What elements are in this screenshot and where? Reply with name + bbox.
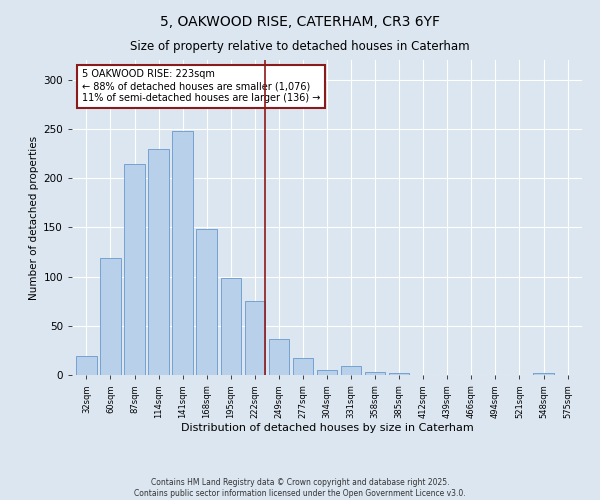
Bar xyxy=(148,148,169,375)
Text: 5, OAKWOOD RISE, CATERHAM, CR3 6YF: 5, OAKWOOD RISE, CATERHAM, CR3 6YF xyxy=(160,15,440,29)
Bar xyxy=(269,338,289,375)
Bar xyxy=(172,131,193,375)
Text: 5 OAKWOOD RISE: 223sqm
← 88% of detached houses are smaller (1,076)
11% of semi-: 5 OAKWOOD RISE: 223sqm ← 88% of detached… xyxy=(82,70,320,102)
Bar xyxy=(245,301,265,375)
Text: Contains HM Land Registry data © Crown copyright and database right 2025.
Contai: Contains HM Land Registry data © Crown c… xyxy=(134,478,466,498)
Bar xyxy=(221,278,241,375)
Bar xyxy=(196,230,217,375)
Y-axis label: Number of detached properties: Number of detached properties xyxy=(29,136,39,300)
X-axis label: Distribution of detached houses by size in Caterham: Distribution of detached houses by size … xyxy=(181,424,473,434)
Bar xyxy=(100,258,121,375)
Bar xyxy=(341,366,361,375)
Bar xyxy=(124,164,145,375)
Bar xyxy=(317,370,337,375)
Bar xyxy=(293,358,313,375)
Bar xyxy=(76,356,97,375)
Text: Size of property relative to detached houses in Caterham: Size of property relative to detached ho… xyxy=(130,40,470,53)
Bar xyxy=(533,373,554,375)
Bar xyxy=(389,373,409,375)
Bar xyxy=(365,372,385,375)
